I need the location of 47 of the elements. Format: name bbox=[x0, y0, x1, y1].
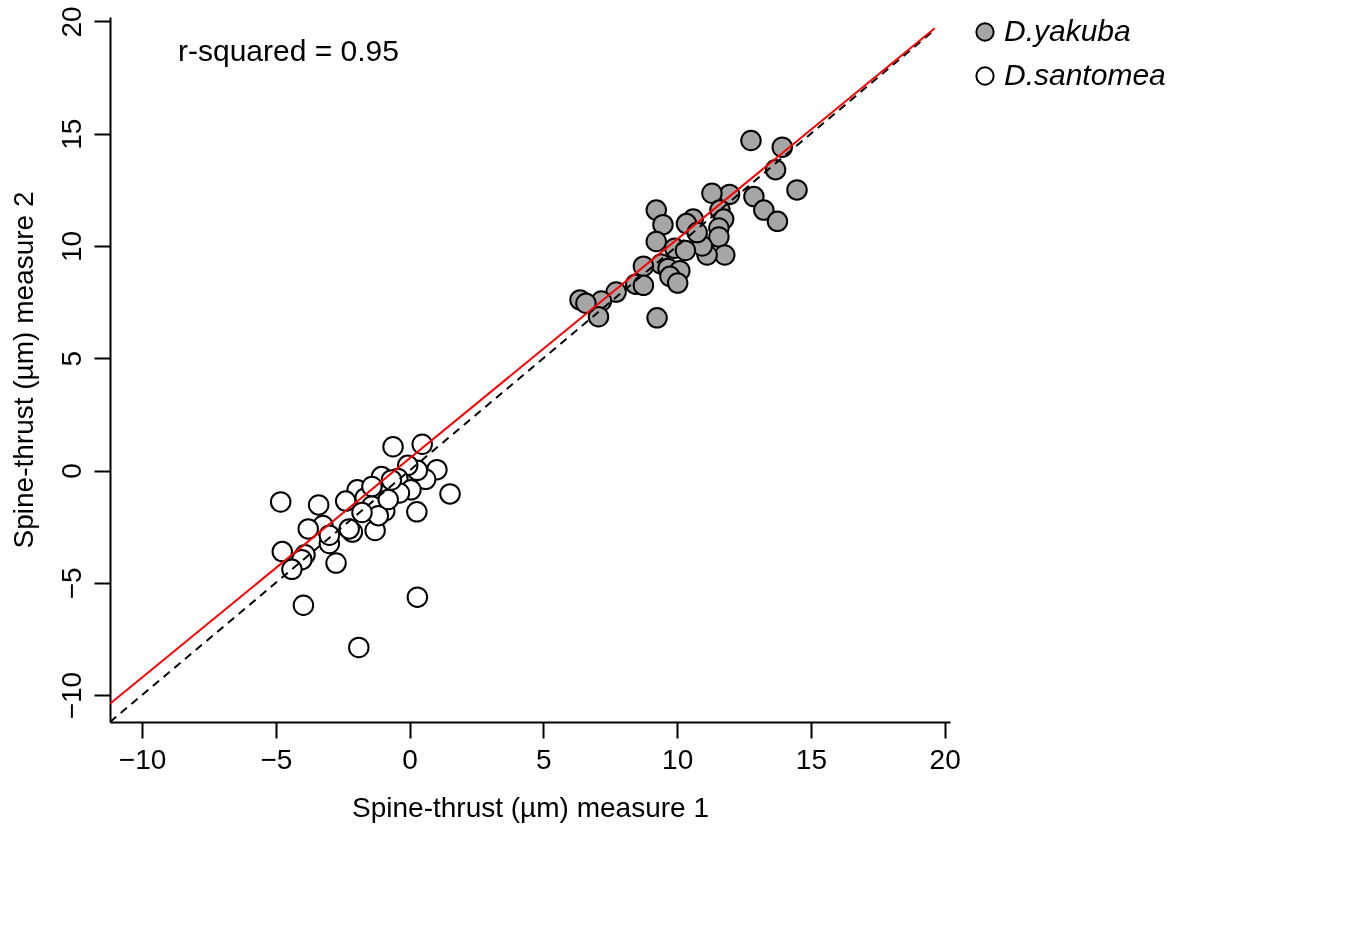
annotation: r-squared = 0.95 bbox=[178, 34, 399, 67]
point bbox=[714, 244, 736, 266]
point bbox=[281, 558, 303, 581]
y-axis-title: Spine-thrust (µm) measure 2 bbox=[7, 191, 39, 549]
point bbox=[382, 436, 404, 458]
y-tick-label: 15 bbox=[55, 118, 87, 150]
x-tick-label: 20 bbox=[929, 743, 961, 775]
point bbox=[269, 491, 292, 513]
point bbox=[708, 226, 730, 248]
x-tick-label: 0 bbox=[402, 743, 418, 775]
point bbox=[406, 501, 428, 523]
point bbox=[307, 494, 330, 516]
point bbox=[646, 307, 668, 329]
y-tick-label: −10 bbox=[55, 671, 87, 720]
x-axis-title: Spine-thrust (µm) measure 1 bbox=[352, 791, 709, 823]
point bbox=[292, 594, 315, 616]
point bbox=[325, 552, 347, 574]
legend-label: D.santomea bbox=[1004, 58, 1166, 91]
point bbox=[632, 274, 655, 297]
x-tick-label: −5 bbox=[260, 743, 293, 775]
point bbox=[348, 636, 370, 659]
point bbox=[271, 540, 294, 563]
point bbox=[740, 129, 762, 152]
point bbox=[351, 501, 373, 524]
y-tick-label: 0 bbox=[55, 463, 87, 479]
y-tick-label: 5 bbox=[55, 350, 87, 367]
point bbox=[666, 272, 689, 294]
x-tick-label: −10 bbox=[118, 743, 167, 775]
point bbox=[439, 483, 461, 505]
point bbox=[701, 182, 723, 204]
y-tick-label: 10 bbox=[55, 230, 87, 263]
point bbox=[645, 230, 668, 253]
x-tick-label: 5 bbox=[536, 743, 552, 775]
x-tick-label: 15 bbox=[795, 743, 827, 775]
point bbox=[766, 210, 789, 233]
point bbox=[297, 518, 319, 540]
point bbox=[575, 292, 597, 314]
x-tick-label: 10 bbox=[662, 743, 694, 775]
y-tick-label: 20 bbox=[55, 6, 87, 38]
legend-label: D.yakuba bbox=[1004, 14, 1131, 47]
point bbox=[587, 306, 610, 328]
point bbox=[406, 586, 429, 608]
point bbox=[753, 199, 775, 221]
point bbox=[652, 213, 674, 236]
y-tick-label: −5 bbox=[55, 567, 87, 600]
point bbox=[786, 179, 808, 201]
point bbox=[674, 239, 697, 262]
